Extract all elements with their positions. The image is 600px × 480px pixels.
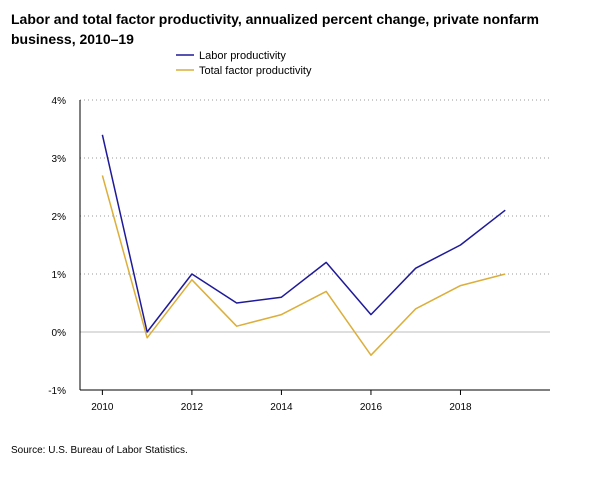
legend: Labor productivity Total factor productiv… xyxy=(176,50,312,77)
legend-label: Total factor productivity xyxy=(199,65,312,77)
y-tick-label: 2% xyxy=(52,212,67,223)
x-tick-label: 2012 xyxy=(181,402,204,413)
y-tick-label: 0% xyxy=(52,328,67,339)
legend-label: Labor productivity xyxy=(199,50,286,62)
chart-title: Labor and total factor productivity, ann… xyxy=(11,11,539,47)
x-tick-label: 2014 xyxy=(270,402,293,413)
axes: -1% 0% 1% 2% 3% 4% 2010 2012 2014 2016 2018 xyxy=(48,96,550,413)
y-tick-label: 3% xyxy=(52,154,67,165)
y-tick-label: 4% xyxy=(52,96,67,107)
series-line-2 xyxy=(101,175,506,356)
x-tick-label: 2016 xyxy=(360,402,383,413)
y-tick-label: -1% xyxy=(48,386,66,397)
series-line-1 xyxy=(101,134,506,333)
x-tick-label: 2010 xyxy=(91,402,114,413)
source-note: Source: U.S. Bureau of Labor Statistics. xyxy=(11,445,188,456)
y-tick-label: 1% xyxy=(52,270,67,281)
series-lines xyxy=(101,134,506,356)
x-tick-label: 2018 xyxy=(449,402,472,413)
gridlines xyxy=(80,99,550,333)
